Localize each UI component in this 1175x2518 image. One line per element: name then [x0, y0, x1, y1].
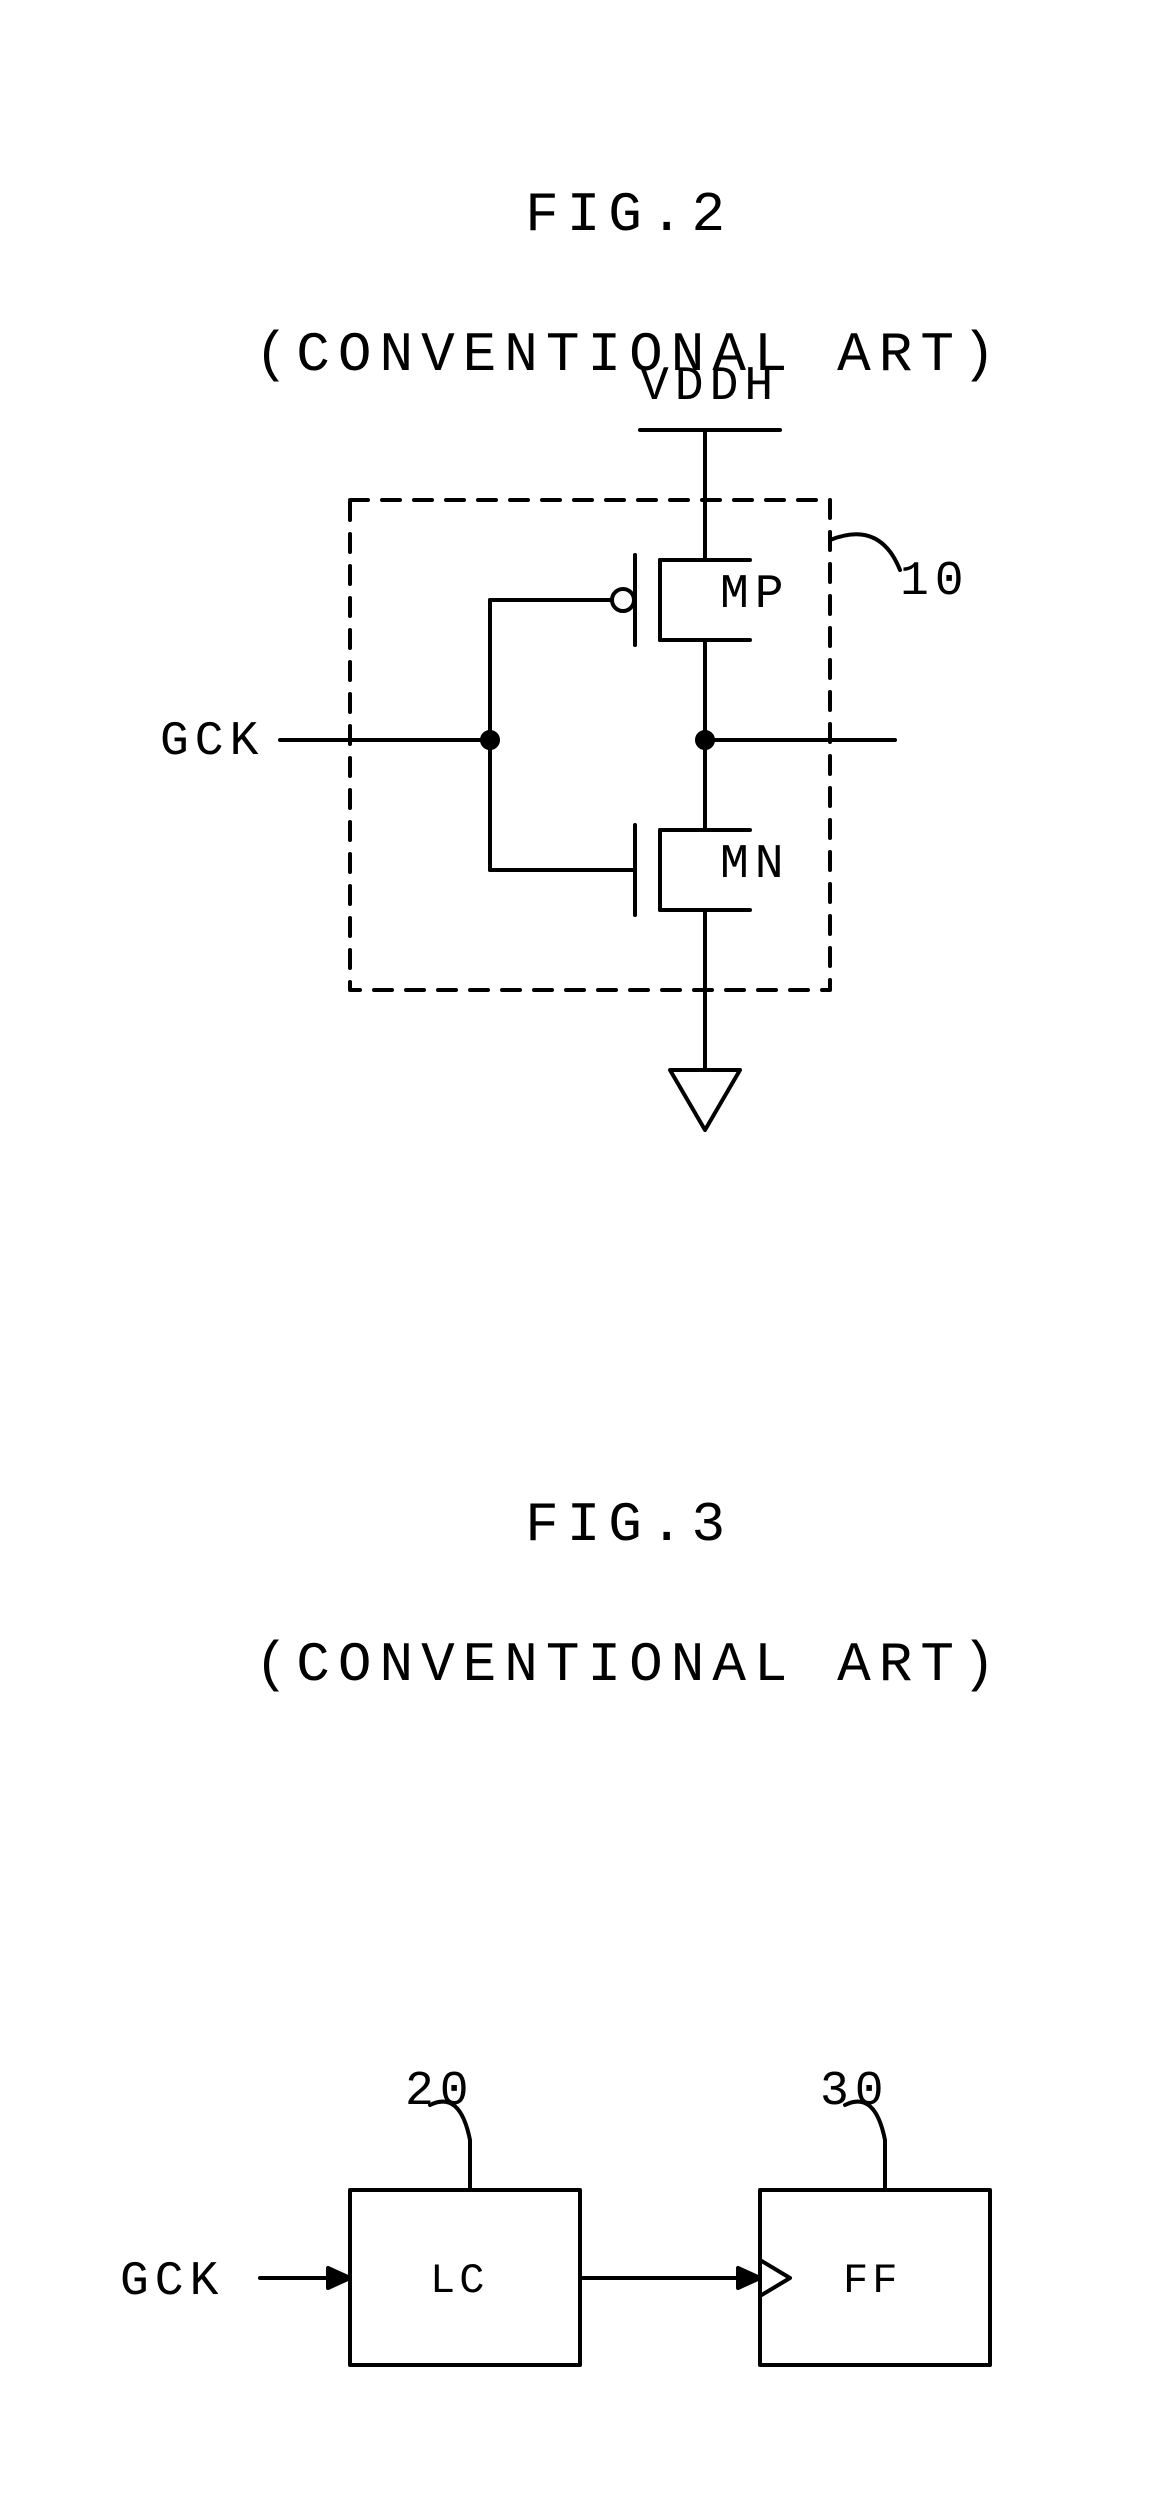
fig3-ref20-label: 20 [405, 2065, 475, 2119]
fig2-title-line1: FIG.2 [525, 183, 733, 247]
fig2-mp-label: MP [720, 568, 790, 622]
fig2-gck-label: GCK [160, 715, 264, 769]
fig3-gck-label: GCK [120, 2255, 224, 2309]
fig3-lc-label: LC [430, 2257, 488, 2305]
fig3-diagram [0, 1980, 1175, 2480]
fig3-title-line1: FIG.3 [525, 1493, 733, 1557]
fig3-ref30-label: 30 [820, 2065, 890, 2119]
fig3-ff-label: FF [843, 2257, 901, 2305]
fig3-title: FIG.3 (CONVENTIONAL ART) [0, 1420, 1175, 1700]
fig2-vddh-label: VDDH [640, 360, 779, 414]
fig3-title-line2: (CONVENTIONAL ART) [255, 1633, 1004, 1697]
fig2-ref10-label: 10 [900, 555, 970, 609]
fig2-mn-label: MN [720, 838, 790, 892]
